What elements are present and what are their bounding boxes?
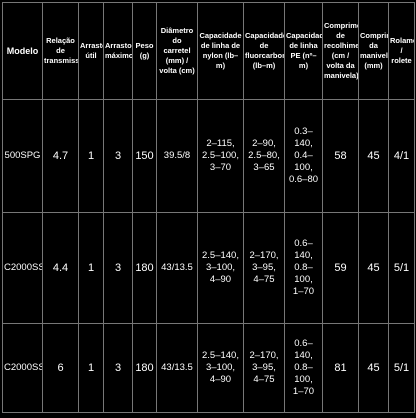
data-cell: 2.5–140, 3–100, 4–90 <box>197 212 244 324</box>
data-cell: 5/1 <box>388 212 415 324</box>
header-cell: Comprimento da manivela (mm) <box>358 2 389 100</box>
data-cell: 0.3–140, 0.4–100, 0.6–80 <box>284 99 323 213</box>
data-cell: 150 <box>132 99 157 213</box>
data-cell: 43/13.5 <box>156 212 198 324</box>
header-cell: Capacidade de linha PE (nº–m) <box>284 2 323 100</box>
data-cell: 45 <box>358 323 389 413</box>
table-body: 500SPG 4.7 1 3 150 39.5/8 2–115, 2.5–100, 3–70… <box>2 99 415 413</box>
header-cell: Capacidade de linha de nylon (lb–m) <box>197 2 244 100</box>
data-cell: 180 <box>132 212 157 324</box>
data-cell: 2–170, 3–95, 4–75 <box>243 323 285 413</box>
header-cell: Rolamentos / rolete <box>388 2 415 100</box>
data-cell: 3 <box>103 99 133 213</box>
data-cell: 3 <box>103 212 133 324</box>
data-cell: 45 <box>358 99 389 213</box>
data-cell: 81 <box>322 323 359 413</box>
model-cell: C2000SSHG <box>2 323 43 413</box>
data-cell: 1 <box>78 212 104 324</box>
data-cell: 59 <box>322 212 359 324</box>
data-cell: 180 <box>132 323 157 413</box>
data-cell: 2–115, 2.5–100, 3–70 <box>197 99 244 213</box>
data-cell: 58 <box>322 99 359 213</box>
header-cell: Relação de transmissão <box>42 2 79 100</box>
data-cell: 5/1 <box>388 323 415 413</box>
data-cell: 4.4 <box>42 212 79 324</box>
data-cell: 6 <box>42 323 79 413</box>
header-cell: Arrasto máximo <box>103 2 133 100</box>
data-cell: 43/13.5 <box>156 323 198 413</box>
data-cell: 39.5/8 <box>156 99 198 213</box>
data-cell: 2–170, 3–95, 4–75 <box>243 212 285 324</box>
header-cell: Comprimento de recolhimento (cm / volta … <box>322 2 359 100</box>
data-cell: 3 <box>103 323 133 413</box>
header-cell: Diâmetro do carretel (mm) / volta (cm) <box>156 2 198 100</box>
data-cell: 1 <box>78 99 104 213</box>
data-cell: 4/1 <box>388 99 415 213</box>
header-cell: Peso (g) <box>132 2 157 100</box>
data-cell: 2.5–140, 3–100, 4–90 <box>197 323 244 413</box>
data-cell: 0.6–140, 0.8–100, 1–70 <box>284 212 323 324</box>
data-cell: 45 <box>358 212 389 324</box>
data-cell: 4.7 <box>42 99 79 213</box>
model-cell: C2000SSPG <box>2 212 43 324</box>
table-row: 500SPG 4.7 1 3 150 39.5/8 2–115, 2.5–100, 3–70… <box>2 99 415 213</box>
data-cell: 1 <box>78 323 104 413</box>
header-cell: Capacidade de fluorcarbono (lb–m) <box>243 2 285 100</box>
header-cell: Arrasto útil <box>78 2 104 100</box>
table-row: C2000SSHG61318043/13.52.5–140, 3–100, 4–… <box>2 323 415 413</box>
data-cell: 0.6–140, 0.8–100, 1–70 <box>284 323 323 413</box>
header-cell: Modelo <box>2 2 43 100</box>
data-cell: 2–90, 2.5–80, 3–65 <box>243 99 285 213</box>
model-cell: 500SPG <box>2 99 43 213</box>
